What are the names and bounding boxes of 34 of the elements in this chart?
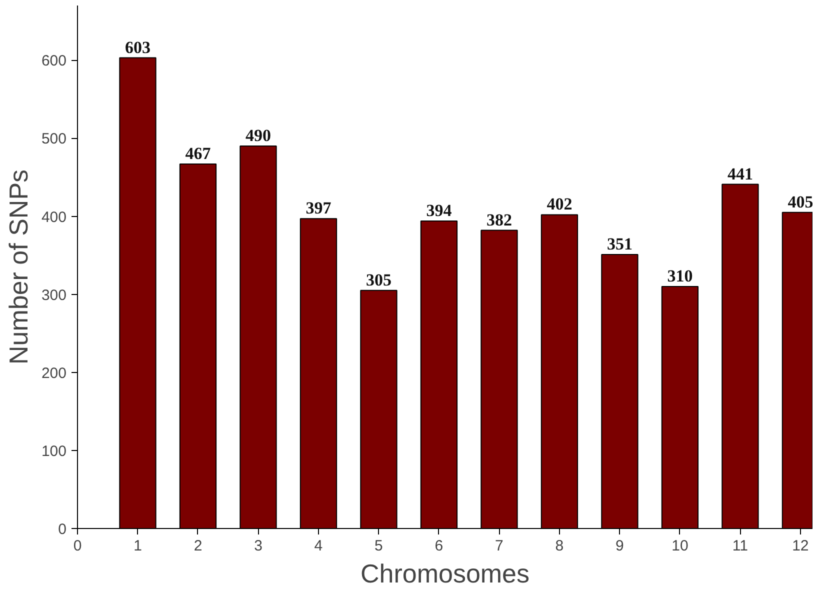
x-axis-title: Chromosomes [360, 558, 530, 588]
x-tick-label: 7 [495, 538, 504, 554]
data-label: 394 [426, 200, 452, 220]
x-tick-label: 4 [314, 538, 323, 554]
x-tick-label: 11 [732, 538, 748, 554]
data-label: 310 [667, 266, 693, 286]
x-tick-label: 8 [555, 538, 564, 554]
x-tick-label: 0 [73, 538, 82, 554]
data-label: 405 [788, 192, 814, 212]
y-tick-label: 100 [41, 442, 67, 460]
x-tick-label: 3 [254, 538, 262, 554]
x-tick-label: 10 [672, 538, 688, 554]
data-label: 603 [124, 38, 150, 57]
y-tick-label: 400 [41, 208, 67, 226]
x-tick-label: 1 [134, 538, 142, 554]
x-tick-label: 9 [616, 538, 624, 554]
data-label: 441 [727, 164, 753, 184]
y-tick-label: 300 [41, 286, 67, 304]
y-tick-label: 0 [58, 521, 66, 538]
x-tick-label: 5 [374, 538, 383, 554]
y-axis-title: Number of SNPs [3, 169, 34, 365]
data-label: 402 [546, 194, 572, 214]
data-label: 305 [366, 270, 392, 290]
data-label: 382 [486, 210, 512, 230]
y-tick-label: 500 [41, 130, 67, 148]
data-label: 490 [245, 126, 271, 146]
data-label: 397 [306, 198, 332, 218]
x-tick-label: 12 [792, 538, 809, 554]
y-tick-label: 600 [41, 52, 67, 70]
x-tick-label: 2 [194, 538, 202, 554]
y-tick-label: 200 [41, 364, 67, 382]
x-tick-label: 6 [434, 538, 444, 554]
data-label: 467 [185, 144, 212, 163]
data-label: 351 [606, 234, 632, 254]
